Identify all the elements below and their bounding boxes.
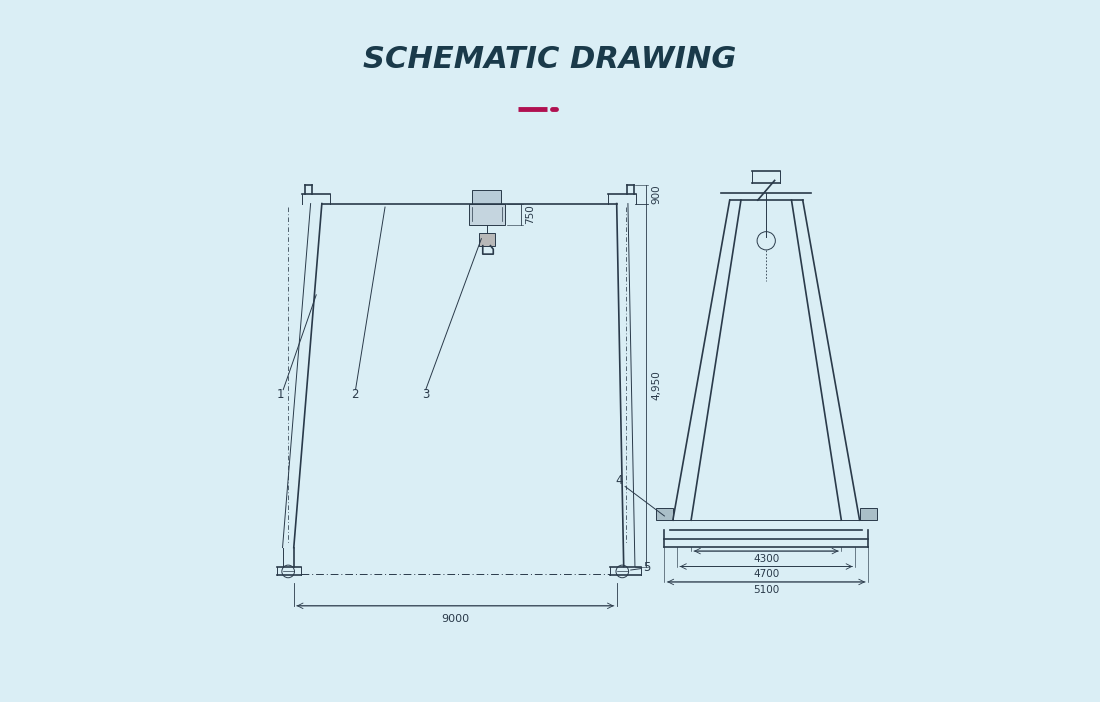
Bar (469, 204, 505, 225)
Text: 2: 2 (351, 388, 359, 401)
Bar (656, 508, 673, 520)
Bar (478, 233, 495, 246)
Text: 4,950: 4,950 (651, 371, 661, 400)
Text: SCHEMATIC DRAWING: SCHEMATIC DRAWING (363, 45, 737, 74)
Text: 4700: 4700 (754, 569, 779, 579)
Bar (472, 190, 500, 204)
Text: 3: 3 (422, 388, 430, 401)
Text: 5: 5 (644, 561, 651, 574)
Text: 4300: 4300 (754, 554, 779, 564)
Text: 4: 4 (615, 475, 623, 487)
Text: 5100: 5100 (754, 585, 779, 595)
Text: 900: 900 (651, 185, 661, 204)
Text: 9000: 9000 (441, 614, 470, 624)
Bar (860, 508, 877, 520)
Text: 750: 750 (526, 204, 536, 224)
Text: 1: 1 (276, 388, 284, 401)
